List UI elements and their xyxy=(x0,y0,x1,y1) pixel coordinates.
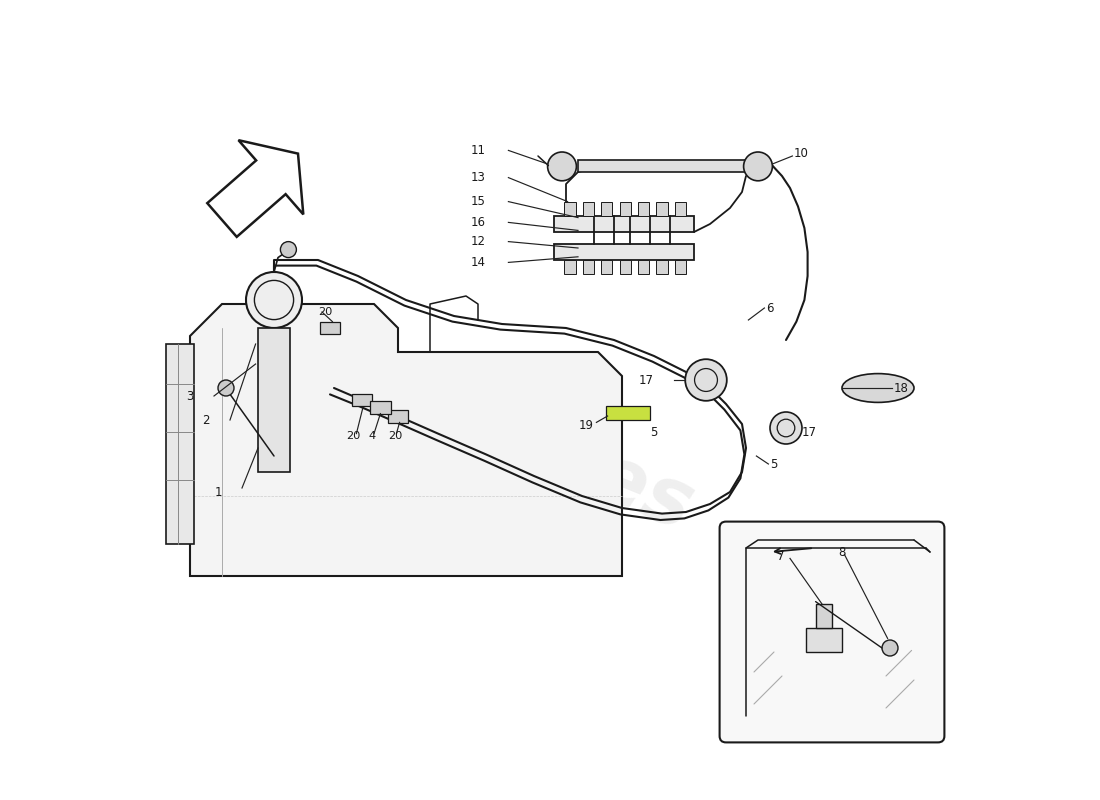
Text: 3: 3 xyxy=(187,390,194,402)
Text: 13: 13 xyxy=(471,171,486,184)
Text: 2: 2 xyxy=(202,414,210,426)
Polygon shape xyxy=(370,401,390,414)
Polygon shape xyxy=(564,202,575,216)
Text: 12: 12 xyxy=(471,235,486,248)
Polygon shape xyxy=(619,260,630,274)
Text: a passion for parts since 1985: a passion for parts since 1985 xyxy=(344,438,564,538)
Circle shape xyxy=(685,359,727,401)
Text: eurospares: eurospares xyxy=(204,285,705,547)
Polygon shape xyxy=(554,244,694,260)
Polygon shape xyxy=(657,202,668,216)
Polygon shape xyxy=(320,322,340,334)
Text: 20: 20 xyxy=(346,431,361,441)
Text: 15: 15 xyxy=(471,195,486,208)
Polygon shape xyxy=(815,604,833,628)
Text: 18: 18 xyxy=(894,382,909,394)
Text: 4: 4 xyxy=(368,431,375,441)
Polygon shape xyxy=(583,202,594,216)
Text: 14: 14 xyxy=(471,256,486,269)
Circle shape xyxy=(218,380,234,396)
Text: 16: 16 xyxy=(471,216,486,229)
Circle shape xyxy=(246,272,302,328)
Polygon shape xyxy=(602,202,613,216)
FancyBboxPatch shape xyxy=(719,522,945,742)
Text: 5: 5 xyxy=(650,426,658,438)
Polygon shape xyxy=(602,260,613,274)
Text: 19: 19 xyxy=(579,419,594,432)
Text: 7: 7 xyxy=(777,550,784,562)
Text: 20: 20 xyxy=(388,431,403,441)
Polygon shape xyxy=(674,202,686,216)
Text: 20: 20 xyxy=(318,307,332,317)
Polygon shape xyxy=(207,140,304,237)
Text: 1: 1 xyxy=(214,486,222,498)
Polygon shape xyxy=(638,260,649,274)
Polygon shape xyxy=(166,344,194,544)
Text: 8: 8 xyxy=(838,546,846,558)
Ellipse shape xyxy=(842,374,914,402)
Circle shape xyxy=(744,152,772,181)
Circle shape xyxy=(882,640,898,656)
Polygon shape xyxy=(657,260,668,274)
Text: 6: 6 xyxy=(766,302,773,314)
Polygon shape xyxy=(387,410,408,423)
Text: 5: 5 xyxy=(770,458,778,470)
Polygon shape xyxy=(578,160,746,172)
Polygon shape xyxy=(606,406,650,420)
Polygon shape xyxy=(806,628,842,652)
Text: 17: 17 xyxy=(639,374,654,386)
Polygon shape xyxy=(554,216,694,232)
Text: 11: 11 xyxy=(471,144,486,157)
Polygon shape xyxy=(583,260,594,274)
Polygon shape xyxy=(619,202,630,216)
Polygon shape xyxy=(564,260,575,274)
Polygon shape xyxy=(258,328,290,472)
Circle shape xyxy=(770,412,802,444)
Polygon shape xyxy=(674,260,686,274)
Polygon shape xyxy=(352,394,373,406)
Text: 17: 17 xyxy=(802,426,817,438)
Polygon shape xyxy=(638,202,649,216)
Text: 10: 10 xyxy=(794,147,808,160)
Circle shape xyxy=(548,152,576,181)
Polygon shape xyxy=(190,304,621,576)
Circle shape xyxy=(280,242,296,258)
